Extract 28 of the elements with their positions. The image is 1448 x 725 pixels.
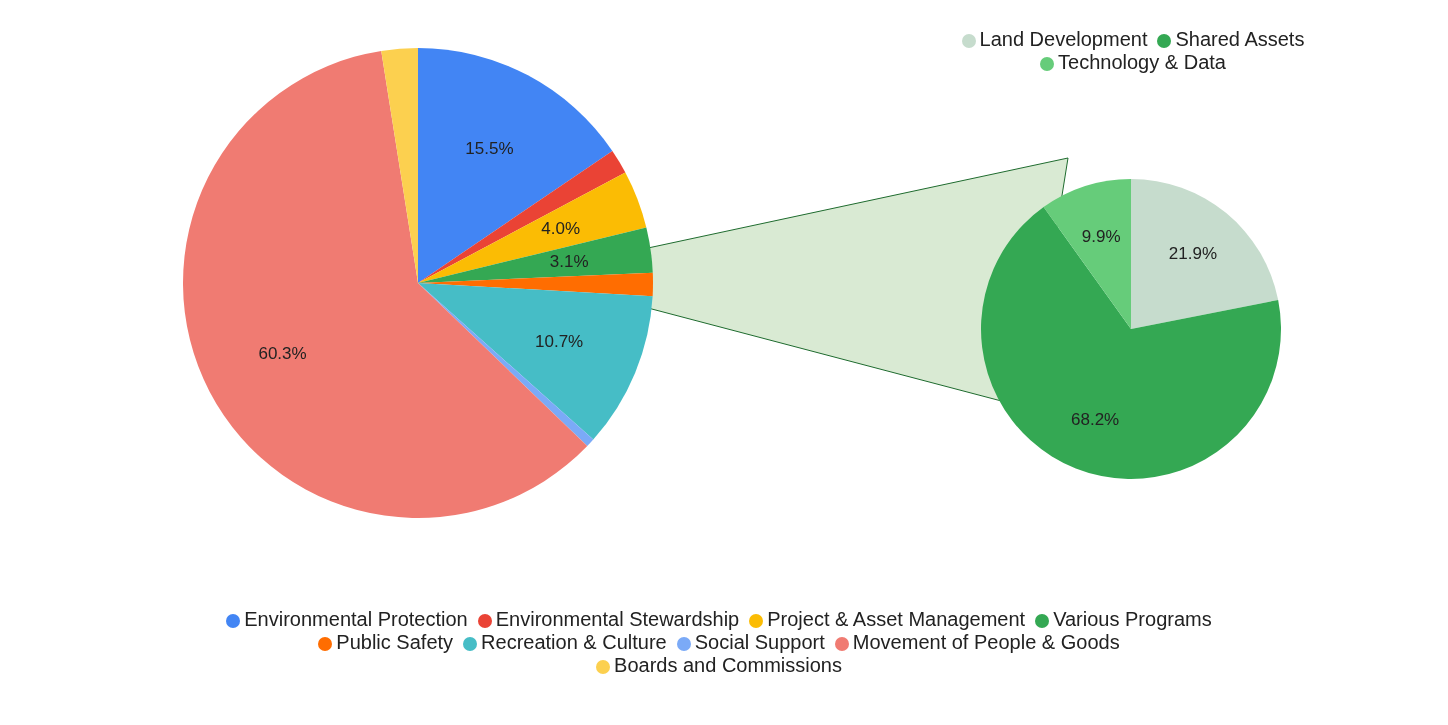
data-label: 10.7% xyxy=(535,331,584,351)
legend-label: Recreation & Culture xyxy=(481,631,667,653)
legend-label: Environmental Protection xyxy=(244,608,468,630)
legend-label: Boards and Commissions xyxy=(614,654,842,676)
pie-slice xyxy=(418,172,647,283)
pie-slice xyxy=(1131,179,1279,329)
legend-label: Technology & Data xyxy=(1058,51,1226,73)
legend-label: Various Programs xyxy=(1053,608,1212,630)
legend-label: Shared Assets xyxy=(1175,28,1305,50)
data-label: 21.9% xyxy=(1168,244,1218,264)
data-label: 60.3% xyxy=(258,344,307,364)
pie-slice xyxy=(183,50,588,518)
pie-slice xyxy=(418,48,613,283)
legend-label: Social Support xyxy=(694,631,825,653)
legend-label: Project & Asset Management xyxy=(767,608,1026,630)
legend-label: Environmental Stewardship xyxy=(495,608,740,630)
data-label: 4.0% xyxy=(541,219,581,239)
data-label: 3.1% xyxy=(549,251,589,271)
data-label: 9.9% xyxy=(1081,226,1121,246)
legend-label: Land Development xyxy=(979,28,1148,50)
data-label: 15.5% xyxy=(465,138,514,158)
pie-slice xyxy=(981,207,1281,479)
legend-label: Public Safety xyxy=(336,631,454,653)
pie-slice xyxy=(1043,179,1131,329)
data-label: 68.2% xyxy=(1071,410,1120,430)
pie-slice xyxy=(381,48,418,283)
pie-slice xyxy=(418,283,653,440)
legend-label: Movement of People & Goods xyxy=(852,631,1120,653)
